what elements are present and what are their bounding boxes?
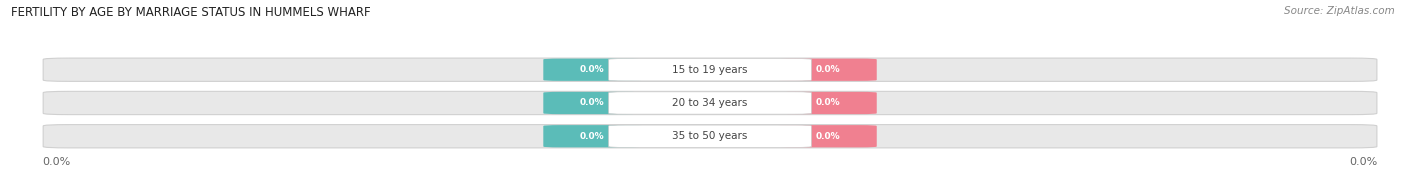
FancyBboxPatch shape [779,59,877,81]
Text: 0.0%: 0.0% [815,132,839,141]
FancyBboxPatch shape [779,125,877,147]
FancyBboxPatch shape [44,58,1376,81]
FancyBboxPatch shape [543,125,641,147]
Text: 0.0%: 0.0% [815,65,839,74]
FancyBboxPatch shape [779,92,877,114]
Text: 15 to 19 years: 15 to 19 years [672,65,748,75]
FancyBboxPatch shape [609,59,811,81]
Text: 0.0%: 0.0% [815,98,839,107]
Text: 20 to 34 years: 20 to 34 years [672,98,748,108]
Text: FERTILITY BY AGE BY MARRIAGE STATUS IN HUMMELS WHARF: FERTILITY BY AGE BY MARRIAGE STATUS IN H… [11,6,371,19]
Text: 0.0%: 0.0% [581,132,605,141]
FancyBboxPatch shape [543,59,641,81]
Text: Source: ZipAtlas.com: Source: ZipAtlas.com [1284,6,1395,16]
Text: 0.0%: 0.0% [581,98,605,107]
FancyBboxPatch shape [543,92,641,114]
FancyBboxPatch shape [609,125,811,147]
FancyBboxPatch shape [44,125,1376,148]
FancyBboxPatch shape [609,92,811,114]
Text: 35 to 50 years: 35 to 50 years [672,131,748,141]
Text: 0.0%: 0.0% [581,65,605,74]
FancyBboxPatch shape [44,91,1376,115]
